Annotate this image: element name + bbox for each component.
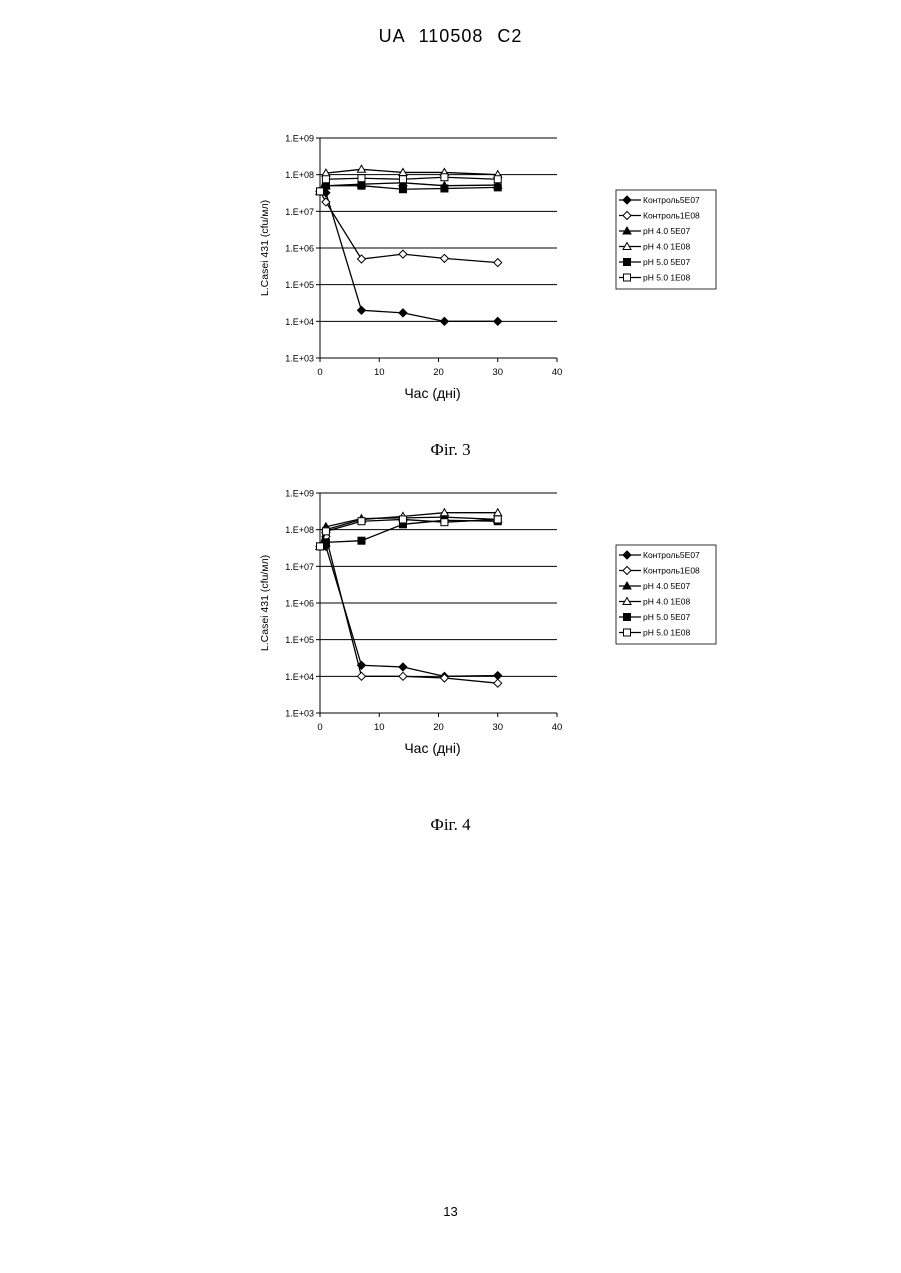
series-line	[320, 183, 498, 192]
data-point	[399, 516, 406, 523]
y-tick-label: 1.E+05	[285, 280, 314, 290]
data-point	[317, 543, 324, 550]
series-1	[316, 533, 502, 688]
data-point	[317, 188, 324, 195]
data-point	[322, 528, 329, 535]
y-tick-label: 1.E+08	[285, 170, 314, 180]
data-point	[440, 254, 448, 262]
y-tick-label: 1.E+03	[285, 354, 314, 364]
chart-fig-4: 1.E+03 1.E+04 1.E+05 1.E+06 1.E+07 1.E+08 1.E+…	[0, 475, 901, 775]
data-point	[322, 176, 329, 183]
data-point	[357, 255, 365, 263]
data-point	[494, 176, 501, 183]
patent-number-header: UA 110508 C2	[0, 26, 901, 47]
legend-label: Контроль1E08	[643, 566, 700, 576]
y-tick-label: 1.E+06	[285, 599, 314, 609]
y-tick-label: 1.E+07	[285, 207, 314, 217]
data-point	[358, 537, 365, 544]
page-number: 13	[0, 1204, 901, 1219]
y-tick-label: 1.E+08	[285, 525, 314, 535]
data-point	[399, 663, 407, 671]
y-tick-label: 1.E+03	[285, 709, 314, 719]
legend-marker	[624, 614, 631, 621]
y-tick-label: 1.E+05	[285, 635, 314, 645]
y-tick-label: 1.E+09	[285, 134, 314, 144]
data-point	[440, 317, 448, 325]
data-point	[358, 518, 365, 525]
x-tick-label: 0	[317, 367, 322, 378]
data-point	[357, 672, 365, 680]
y-axis-label: L.Casei 431 (cfu/мл)	[259, 200, 271, 296]
legend-label: pH 4.0 1E08	[643, 597, 691, 607]
chart-fig-3: 1.E+03 1.E+04 1.E+05 1.E+06 1.E+07 1.E+08 1.E+…	[0, 120, 901, 420]
series-4	[317, 182, 502, 195]
data-point	[358, 175, 365, 182]
legend-label: Контроль1E08	[643, 211, 700, 221]
series-0	[316, 187, 502, 325]
y-tick-label: 1.E+04	[285, 672, 314, 682]
legend-label: pH 4.0 1E08	[643, 242, 691, 252]
legend-label: pH 5.0 5E07	[643, 257, 691, 267]
x-tick-label: 10	[374, 722, 385, 733]
series-5	[317, 516, 502, 550]
x-tick-label: 10	[374, 367, 385, 378]
x-tick-label: 30	[492, 367, 503, 378]
legend-marker	[624, 629, 631, 636]
data-point	[494, 259, 502, 267]
x-axis-label: Час (дні)	[404, 740, 460, 756]
x-axis-label: Час (дні)	[404, 385, 460, 401]
legend-marker	[624, 259, 631, 266]
data-point	[494, 516, 501, 523]
data-point	[441, 185, 448, 192]
data-point	[399, 176, 406, 183]
series-0	[316, 542, 502, 680]
series-line	[320, 186, 498, 192]
y-tick-label: 1.E+07	[285, 562, 314, 572]
legend-label: pH 5.0 5E07	[643, 612, 691, 622]
data-point	[441, 519, 448, 526]
y-tick-label: 1.E+06	[285, 244, 314, 254]
series-3	[316, 509, 502, 550]
data-point	[322, 198, 330, 206]
legend-label: pH 5.0 1E08	[643, 273, 691, 283]
x-tick-label: 0	[317, 722, 322, 733]
legend-label: pH 4.0 5E07	[643, 581, 691, 591]
data-point	[399, 309, 407, 317]
data-point	[494, 184, 501, 191]
legend-label: pH 4.0 5E07	[643, 226, 691, 236]
series-2	[316, 179, 502, 195]
legend-label: pH 5.0 1E08	[643, 628, 691, 638]
series-line	[320, 537, 498, 684]
x-tick-label: 20	[433, 722, 444, 733]
series-1	[316, 187, 502, 266]
data-point	[441, 174, 448, 181]
legend-label: Контроль5E07	[643, 195, 700, 205]
series-line	[320, 191, 498, 262]
figure-caption-3: Фіг. 3	[0, 440, 901, 460]
y-tick-label: 1.E+04	[285, 317, 314, 327]
data-point	[357, 306, 365, 314]
x-tick-label: 30	[492, 722, 503, 733]
data-point	[399, 186, 406, 193]
data-point	[494, 679, 502, 687]
x-tick-label: 20	[433, 367, 444, 378]
data-point	[494, 672, 502, 680]
data-point	[399, 250, 407, 258]
series-3	[316, 165, 502, 194]
series-2	[316, 513, 502, 549]
x-tick-label: 40	[552, 367, 563, 378]
x-tick-label: 40	[552, 722, 563, 733]
y-axis-label: L.Casei 431 (cfu/мл)	[259, 555, 271, 651]
legend-label: Контроль5E07	[643, 550, 700, 560]
data-point	[494, 317, 502, 325]
data-point	[357, 165, 365, 172]
series-4	[317, 517, 502, 550]
figure-caption-4: Фіг. 4	[0, 815, 901, 835]
legend-marker	[624, 274, 631, 281]
y-tick-label: 1.E+09	[285, 489, 314, 499]
data-point	[399, 672, 407, 680]
data-point	[358, 182, 365, 189]
